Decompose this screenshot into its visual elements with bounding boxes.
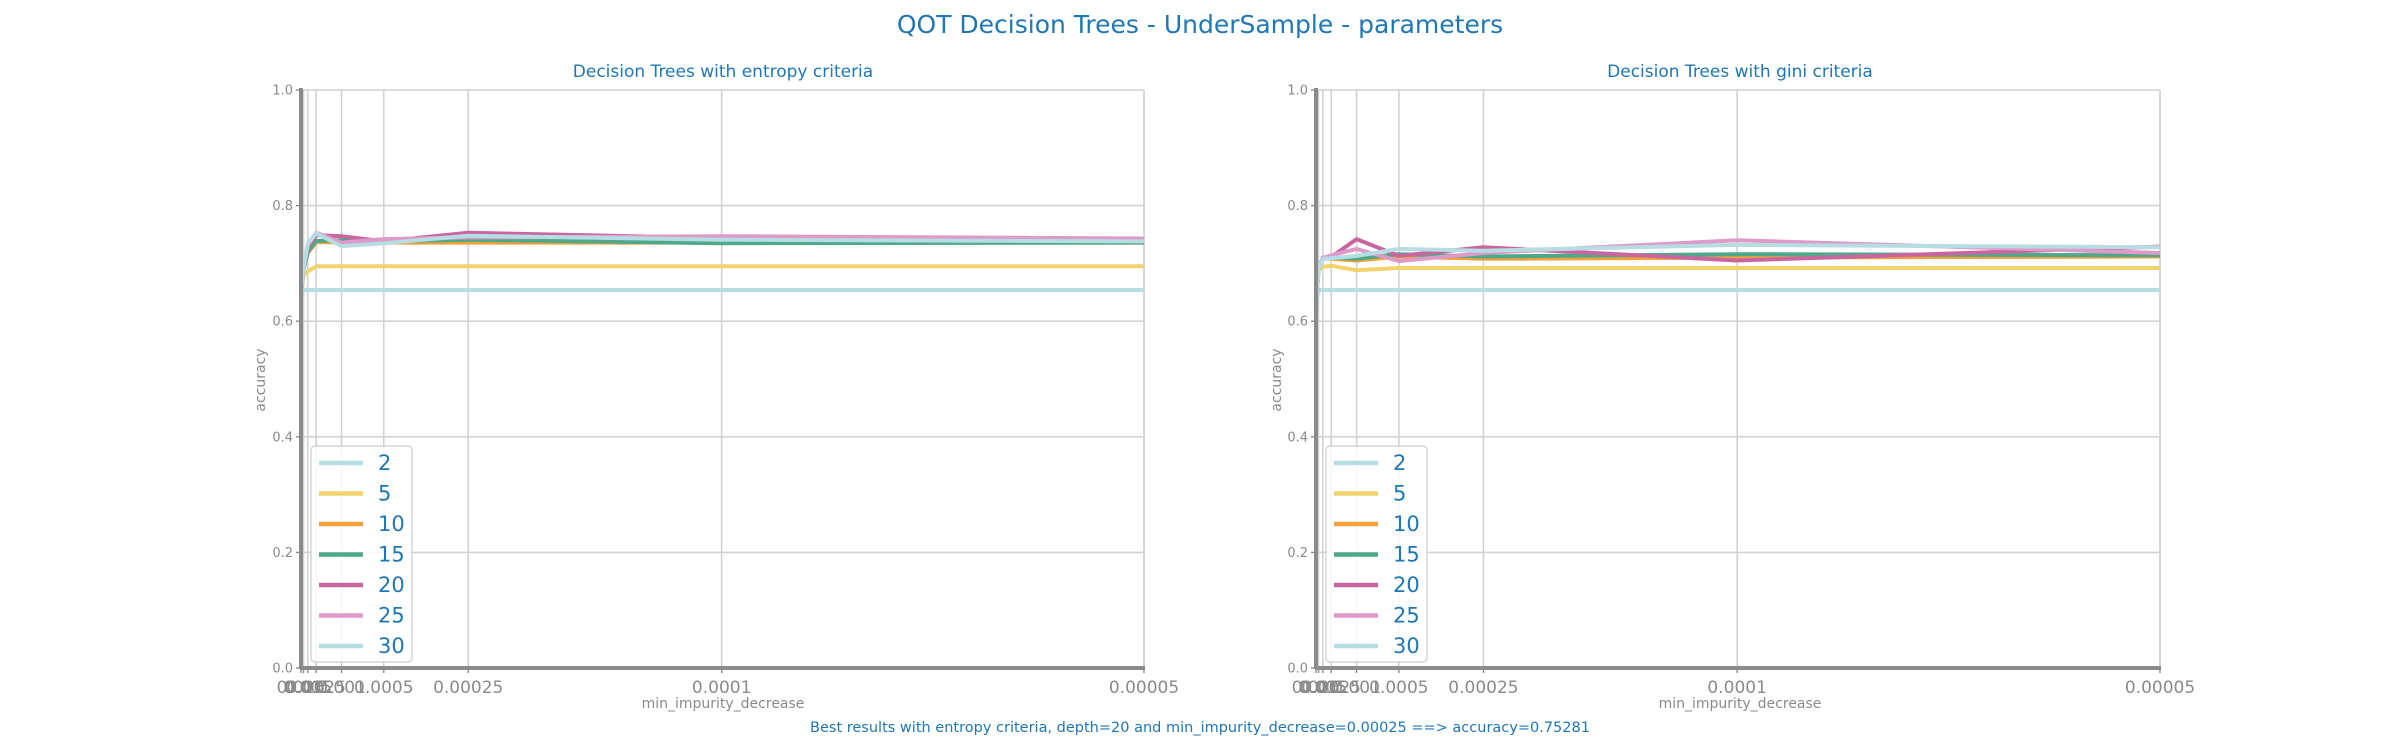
y-axis-label: accuracy — [253, 348, 269, 411]
legend-label: 2 — [1393, 451, 1406, 475]
legend-label: 5 — [378, 482, 391, 506]
best-results-note: Best results with entropy criteria, dept… — [810, 720, 1590, 736]
x-tick-label: 0.01 — [1300, 678, 1338, 698]
series-line-5 — [1314, 263, 2160, 307]
y-tick-label: 0.2 — [272, 546, 293, 561]
x-tick-label: 0.00005 — [1109, 678, 1179, 698]
series-line-2 — [299, 288, 1144, 295]
figure-title: QOT Decision Trees - UnderSample - param… — [897, 10, 1503, 39]
axes — [296, 88, 1145, 673]
x-tick-label: 0.001 — [317, 678, 366, 698]
x-tick-label: 0.0001 — [692, 678, 751, 698]
gridlines — [1315, 89, 2161, 669]
x-tick-label: 0.01 — [285, 678, 323, 698]
y-tick-label: 1.0 — [272, 84, 293, 99]
gridlines — [300, 89, 1145, 669]
legend-label: 10 — [378, 512, 405, 536]
legend-label: 20 — [378, 573, 405, 597]
legend-label: 30 — [378, 634, 405, 658]
legend-label: 25 — [378, 604, 405, 628]
y-tick-labels: 0.0 0.2 0.4 0.6 0.8 1.0 — [1287, 84, 1308, 677]
y-tick-label: 0.4 — [1287, 430, 1308, 445]
y-tick-label: 0.4 — [272, 430, 293, 445]
x-axis-label: min_impurity_decrease — [1659, 696, 1822, 712]
chart-title: Decision Trees with gini criteria — [1607, 62, 1873, 82]
series-line-10 — [1314, 254, 2161, 307]
x-tick-label: 0.025 — [1292, 678, 1341, 698]
series-lines — [299, 230, 1145, 295]
x-tick-label: 0.00025 — [433, 678, 503, 698]
x-tick-label: 0.0001 — [1707, 678, 1766, 698]
legend-label: 2 — [378, 451, 391, 475]
y-tick-label: 0.6 — [272, 315, 293, 330]
chart-title: Decision Trees with entropy criteria — [573, 62, 873, 82]
y-tick-label: 0.2 — [1287, 546, 1308, 561]
series-line-30 — [299, 231, 1145, 294]
x-tick-label: 0.001 — [1332, 678, 1381, 698]
legend-label: 20 — [1393, 573, 1420, 597]
x-tick-label: 0.025 — [277, 678, 326, 698]
x-tick-label: 0.005 — [283, 678, 332, 698]
y-tick-label: 0.6 — [1287, 315, 1308, 330]
series-line-30 — [1314, 242, 2161, 307]
series-lines — [1314, 237, 2161, 307]
legend-label: 15 — [1393, 543, 1420, 567]
x-tick-label: 0.0005 — [1369, 678, 1428, 698]
x-axis-label: min_impurity_decrease — [642, 696, 805, 712]
chart-panel-entropy: Decision Trees with entropy criteria 0.0… — [253, 62, 1179, 712]
chart-panel-gini: Decision Trees with gini criteria 0.0 0.2… — [1269, 62, 2195, 712]
x-tick-label: 0.00005 — [2125, 678, 2195, 698]
axes — [1311, 88, 2161, 673]
legend-label: 30 — [1393, 634, 1420, 658]
legend-label: 25 — [1393, 604, 1420, 628]
legend-label: 10 — [1393, 512, 1420, 536]
y-axis-label: accuracy — [1269, 348, 1285, 411]
y-tick-label: 1.0 — [1287, 84, 1308, 99]
y-tick-label: 0.0 — [272, 662, 293, 677]
y-tick-label: 0.0 — [1287, 662, 1308, 677]
y-tick-label: 0.8 — [272, 199, 293, 214]
x-tick-label: 0.00025 — [1448, 678, 1518, 698]
x-tick-label: 0.0025 — [286, 678, 345, 698]
legend-label: 5 — [1393, 482, 1406, 506]
y-tick-label: 0.8 — [1287, 199, 1308, 214]
x-tick-label: 0.0025 — [1301, 678, 1360, 698]
legend-label: 15 — [378, 543, 405, 567]
y-tick-labels: 0.0 0.2 0.4 0.6 0.8 1.0 — [272, 84, 293, 677]
series-line-2 — [1314, 288, 2160, 307]
x-tick-label: 0.0005 — [354, 678, 413, 698]
x-tick-label: 0.005 — [1298, 678, 1347, 698]
